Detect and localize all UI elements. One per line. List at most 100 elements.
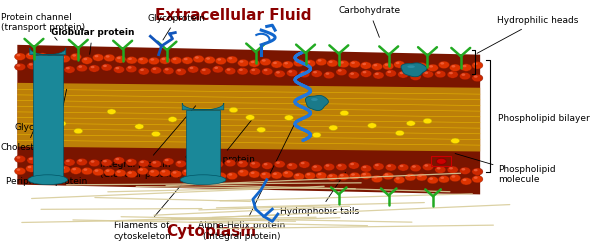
Ellipse shape [375, 73, 379, 75]
Ellipse shape [48, 55, 59, 63]
Ellipse shape [170, 57, 182, 64]
Ellipse shape [461, 178, 472, 185]
Ellipse shape [16, 156, 20, 159]
Ellipse shape [39, 54, 43, 56]
Ellipse shape [238, 169, 249, 177]
Ellipse shape [410, 73, 421, 81]
Ellipse shape [76, 158, 88, 166]
Ellipse shape [39, 63, 50, 71]
Ellipse shape [385, 164, 397, 171]
Ellipse shape [460, 167, 470, 174]
Ellipse shape [394, 176, 405, 184]
Text: Protein channel
(transport protein): Protein channel (transport protein) [1, 13, 85, 40]
Ellipse shape [78, 159, 82, 162]
Ellipse shape [53, 159, 58, 162]
Ellipse shape [348, 162, 359, 169]
Ellipse shape [250, 68, 260, 75]
Ellipse shape [14, 167, 26, 175]
Ellipse shape [422, 163, 433, 171]
Ellipse shape [262, 68, 273, 75]
Ellipse shape [59, 166, 70, 173]
Ellipse shape [461, 73, 466, 76]
Ellipse shape [311, 70, 322, 77]
Ellipse shape [50, 169, 54, 172]
Ellipse shape [27, 62, 38, 70]
Ellipse shape [182, 57, 193, 64]
Ellipse shape [82, 57, 92, 64]
Ellipse shape [61, 56, 65, 59]
Ellipse shape [76, 64, 88, 72]
Ellipse shape [262, 59, 266, 62]
Ellipse shape [472, 62, 483, 69]
Ellipse shape [412, 74, 416, 77]
Ellipse shape [260, 58, 271, 66]
Ellipse shape [251, 162, 255, 165]
Ellipse shape [106, 169, 110, 172]
Text: Carbohydrate: Carbohydrate [338, 6, 400, 37]
Ellipse shape [128, 58, 132, 60]
Ellipse shape [224, 67, 236, 75]
Ellipse shape [126, 170, 137, 178]
Ellipse shape [202, 69, 206, 71]
Ellipse shape [325, 164, 329, 167]
Ellipse shape [295, 174, 299, 176]
Ellipse shape [50, 56, 54, 59]
Ellipse shape [361, 62, 371, 69]
Ellipse shape [435, 70, 446, 78]
Text: Alpha-Helix protein
(Integral protein): Alpha-Helix protein (Integral protein) [198, 121, 296, 241]
Ellipse shape [16, 168, 20, 171]
Ellipse shape [416, 62, 427, 70]
Ellipse shape [107, 109, 116, 114]
Ellipse shape [422, 71, 433, 78]
Ellipse shape [461, 64, 472, 71]
Ellipse shape [329, 174, 332, 177]
Ellipse shape [440, 177, 444, 179]
Ellipse shape [362, 63, 366, 65]
Ellipse shape [137, 167, 148, 175]
Ellipse shape [373, 163, 384, 170]
Ellipse shape [66, 67, 70, 69]
Ellipse shape [375, 164, 379, 166]
Ellipse shape [37, 53, 48, 60]
Ellipse shape [329, 125, 338, 130]
Ellipse shape [249, 171, 260, 178]
Ellipse shape [410, 164, 421, 172]
Ellipse shape [52, 158, 63, 166]
Ellipse shape [14, 155, 26, 163]
Ellipse shape [160, 57, 170, 64]
Ellipse shape [407, 64, 411, 66]
Ellipse shape [435, 166, 446, 173]
Ellipse shape [64, 159, 75, 166]
Ellipse shape [212, 66, 223, 73]
Ellipse shape [104, 168, 115, 176]
Ellipse shape [128, 66, 131, 69]
Ellipse shape [301, 162, 305, 164]
Ellipse shape [206, 172, 210, 174]
Ellipse shape [237, 68, 248, 75]
Ellipse shape [115, 158, 119, 160]
Ellipse shape [400, 72, 404, 74]
Ellipse shape [229, 173, 232, 176]
Text: Glycolipid: Glycolipid [14, 108, 59, 132]
Ellipse shape [316, 58, 327, 66]
Ellipse shape [338, 164, 342, 167]
Ellipse shape [449, 167, 453, 169]
Ellipse shape [398, 71, 409, 78]
Bar [32, 55, 63, 180]
Ellipse shape [224, 159, 236, 167]
Ellipse shape [57, 121, 66, 126]
Ellipse shape [263, 69, 268, 71]
Ellipse shape [29, 158, 33, 160]
Ellipse shape [299, 161, 310, 168]
Ellipse shape [311, 98, 318, 101]
Ellipse shape [161, 170, 166, 173]
Ellipse shape [165, 159, 169, 161]
Ellipse shape [140, 161, 144, 163]
Ellipse shape [349, 172, 360, 180]
Polygon shape [401, 63, 427, 77]
Ellipse shape [396, 62, 400, 64]
Ellipse shape [188, 66, 199, 73]
Ellipse shape [418, 175, 422, 177]
Text: Integral protein
(Globular protein): Integral protein (Globular protein) [100, 106, 196, 180]
Ellipse shape [293, 173, 304, 180]
